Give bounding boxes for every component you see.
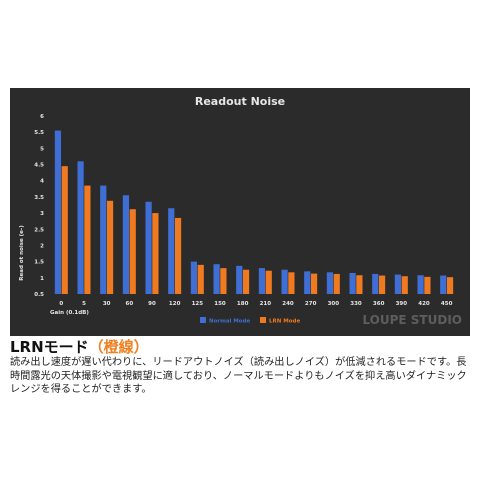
bar-normal-mode (100, 185, 107, 294)
mode-heading-accent: （橙線） (88, 338, 149, 356)
bar-lrn-mode (61, 166, 68, 294)
bar-lrn-mode (265, 270, 272, 294)
y-tick-label: 6 (40, 114, 44, 120)
bar-lrn-mode (197, 264, 204, 294)
bar-normal-mode (417, 275, 424, 294)
bar-lrn-mode (129, 209, 136, 294)
y-tick-label: 5 (40, 146, 44, 152)
bar-normal-mode (122, 195, 130, 294)
bar-normal-mode (77, 161, 84, 294)
legend-label-lrn: LRN Mode (269, 319, 300, 325)
x-tick-label: 90 (148, 301, 156, 307)
legend-swatch-lrn (260, 317, 266, 323)
y-tick-label: 3 (40, 211, 44, 217)
x-tick-label: 300 (328, 301, 340, 307)
bar-normal-mode (349, 272, 356, 294)
bar-normal-mode (440, 275, 447, 294)
bar-normal-mode (190, 261, 198, 294)
bar-lrn-mode (242, 269, 250, 294)
x-tick-label: 5 (82, 301, 86, 307)
y-tick-label: 2.5 (34, 227, 44, 233)
y-tick-label: 4 (40, 179, 44, 185)
x-tick-label: 240 (282, 301, 294, 307)
bar-normal-mode (394, 274, 402, 294)
y-tick-labels: 0.5 1 1.5 2 2.5 3 3.5 4 4.5 5 5.5 6 (34, 114, 44, 298)
x-tick-label: 125 (192, 301, 204, 307)
x-tick-label: 0 (59, 301, 63, 307)
bar-lrn-mode (356, 275, 363, 294)
x-tick-label: 270 (305, 301, 317, 307)
bar-normal-mode (258, 268, 266, 294)
bar-normal-mode (213, 264, 220, 294)
y-tick-label: 3.5 (34, 195, 44, 201)
bar-normal-mode (54, 130, 62, 294)
mode-description: 読み出し速度が遅い代わりに、リードアウトノイズ（読み出しノイズ）が低減されるモー… (10, 357, 467, 395)
x-tick-label: 330 (350, 301, 362, 307)
y-axis-label: Read ot noise (e-) (19, 225, 25, 281)
bar-normal-mode (281, 269, 288, 294)
chart-legend: Normal Mode LRN Mode (200, 317, 300, 325)
bar-normal-mode (326, 272, 334, 294)
bar-normal-mode (168, 208, 175, 294)
bar-lrn-mode (333, 273, 340, 294)
chart-canvas: Readout Noise Read ot noise (e-) Gain (0… (10, 88, 470, 336)
y-tick-label: 1 (40, 276, 44, 282)
watermark-logo: LOUPE STUDIO (362, 313, 462, 327)
bar-lrn-mode (288, 272, 295, 294)
bar-lrn-mode (152, 213, 159, 294)
x-tick-label: 30 (103, 301, 111, 307)
bar-normal-mode (145, 201, 152, 294)
bar-lrn-mode (401, 276, 408, 294)
x-tick-label: 450 (441, 301, 453, 307)
bar-lrn-mode (378, 275, 386, 294)
bar-normal-mode (304, 271, 311, 294)
bar-lrn-mode (446, 277, 454, 294)
x-tick-label: 360 (373, 301, 385, 307)
chart-bars (54, 130, 454, 294)
legend-label-normal: Normal Mode (209, 319, 251, 325)
x-tick-label: 60 (126, 301, 134, 307)
x-tick-labels: 0 5 30 60 90 120 125 150 180 210 240 270 300 330 360 39… (59, 301, 452, 307)
y-tick-label: 0.5 (34, 292, 44, 298)
x-tick-label: 180 (237, 301, 249, 307)
bar-normal-mode (372, 273, 379, 294)
mode-heading-main: LRNモード (10, 338, 89, 356)
bar-lrn-mode (174, 217, 182, 294)
y-tick-label: 5.5 (34, 130, 44, 136)
mode-heading: LRNモード（橙線） (10, 336, 470, 356)
y-tick-label: 4.5 (34, 163, 44, 169)
bar-lrn-mode (424, 276, 431, 294)
legend-swatch-normal (200, 317, 206, 323)
y-tick-label: 1.5 (34, 260, 44, 266)
bar-lrn-mode (84, 185, 91, 294)
x-tick-label: 390 (396, 301, 408, 307)
bar-normal-mode (236, 265, 243, 294)
x-tick-label: 420 (418, 301, 430, 307)
readout-noise-chart: Readout Noise Read ot noise (e-) Gain (0… (10, 88, 470, 336)
y-tick-label: 2 (40, 243, 44, 249)
x-tick-label: 120 (169, 301, 181, 307)
bar-lrn-mode (106, 200, 114, 294)
x-tick-label: 150 (214, 301, 226, 307)
x-tick-label: 210 (260, 301, 272, 307)
chart-title: Readout Noise (195, 95, 285, 108)
x-axis-label: Gain (0.1dB) (50, 310, 89, 316)
bar-lrn-mode (310, 273, 318, 294)
bar-lrn-mode (220, 268, 227, 294)
